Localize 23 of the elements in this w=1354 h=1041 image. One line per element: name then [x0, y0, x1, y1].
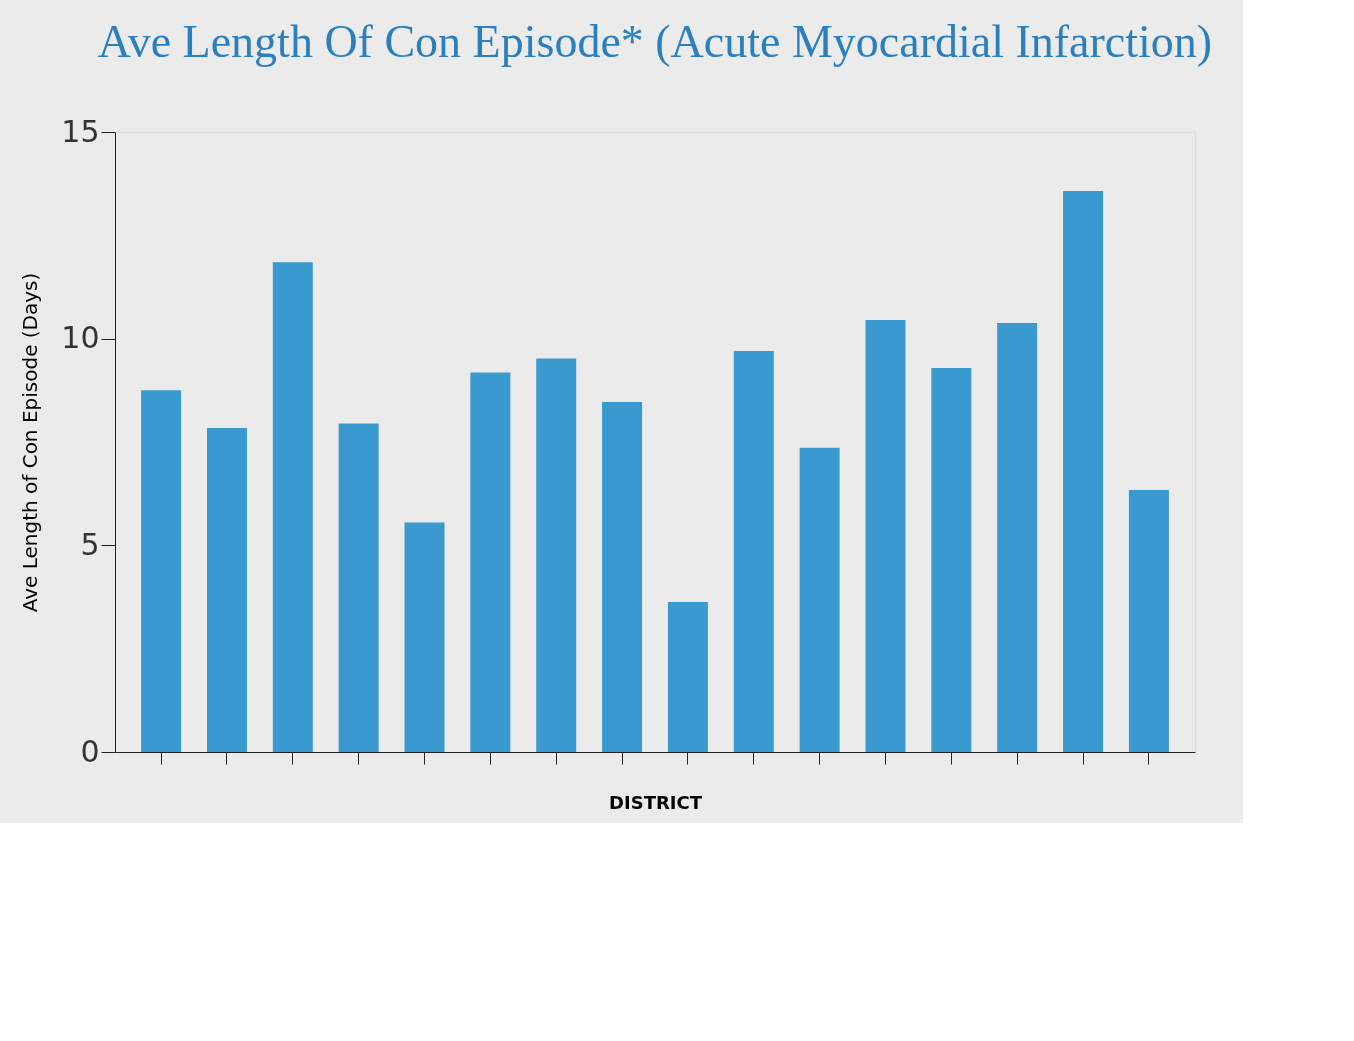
- bar: [602, 401, 643, 752]
- bar: [733, 351, 774, 752]
- bar: [997, 322, 1038, 752]
- bar: [667, 601, 708, 752]
- y-tick-label: 15: [61, 113, 100, 149]
- bar: [799, 447, 840, 752]
- y-tick-label: 5: [80, 526, 100, 562]
- y-tick-label: 0: [80, 733, 100, 769]
- bar: [206, 427, 247, 752]
- x-axis-title: DISTRICT: [609, 792, 703, 813]
- bar: [865, 320, 906, 752]
- bar: [470, 372, 511, 752]
- bar: [141, 390, 182, 752]
- bar: [1063, 191, 1104, 752]
- bar: [536, 358, 577, 752]
- bar: [1128, 489, 1169, 752]
- y-axis-title: Ave Length of Con Episode (Days): [18, 272, 43, 613]
- chart-title: Ave Length Of Con Episode* (Acute Myocardial Infarction): [97, 16, 1213, 67]
- bar: [404, 522, 445, 752]
- bar: [931, 368, 972, 752]
- bar: [272, 262, 313, 752]
- bar: [338, 423, 379, 752]
- y-tick-label: 10: [61, 320, 100, 356]
